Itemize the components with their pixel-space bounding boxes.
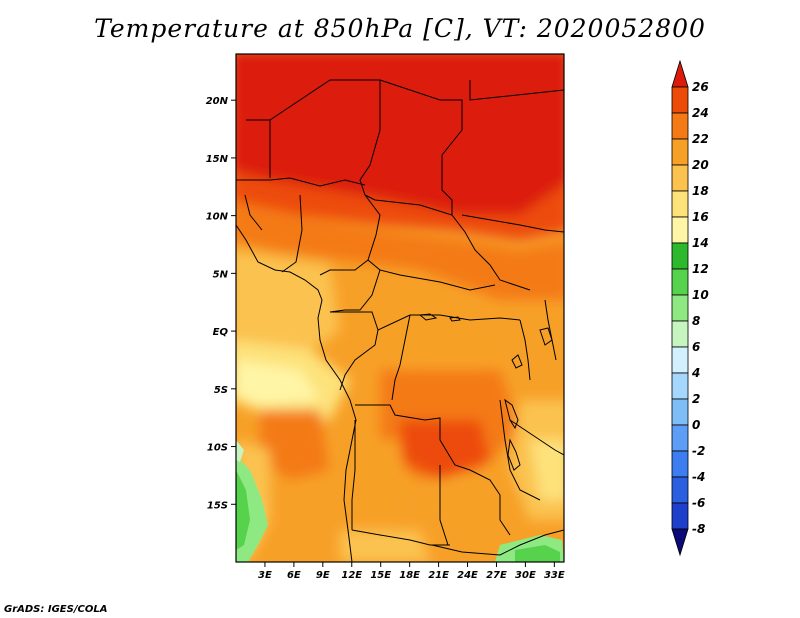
country-borders	[236, 79, 564, 562]
y-tick-label: 5N	[213, 269, 229, 280]
y-tick-label: EQ	[213, 327, 229, 338]
temperature-field	[236, 54, 564, 562]
x-tick-label: 15E	[370, 570, 391, 581]
x-tick-label: 24E	[457, 570, 478, 581]
colorbar-label: 24	[692, 106, 709, 120]
colorbar-label: -2	[692, 444, 705, 458]
map-title: Temperature at 850hPa [C], VT: 202005280…	[94, 14, 706, 43]
colorbar-bin	[671, 346, 689, 374]
colorbar-bin	[671, 502, 689, 530]
x-tick-label: 9E	[316, 570, 330, 581]
y-tick-label: 20N	[206, 96, 229, 107]
x-tick-label: 30E	[515, 570, 536, 581]
longitude-axis: 3E 6E 9E 12E 15E 18E 21E 24E 27E 30E 33E	[258, 562, 565, 581]
colorbar-label: 12	[692, 262, 709, 276]
y-tick-label: 5S	[214, 385, 228, 396]
x-tick-label: 33E	[544, 570, 565, 581]
colorbar-bin	[671, 242, 689, 270]
x-tick-label: 6E	[287, 570, 301, 581]
map-frame	[235, 53, 565, 563]
colorbar-label: -8	[692, 522, 705, 536]
colorbar-bin	[671, 112, 689, 140]
colorbar-label: -4	[692, 470, 705, 484]
x-tick-label: 27E	[486, 570, 507, 581]
colorbar-bin	[671, 450, 689, 478]
colorbar-label: 6	[692, 340, 700, 354]
colorbar-bin	[671, 294, 689, 322]
colorbar-label: 0	[692, 418, 700, 432]
colorbar-bin	[671, 528, 689, 557]
colorbar-bin	[671, 372, 689, 400]
grads-credit: GrADS: IGES/COLA	[4, 604, 108, 615]
x-tick-label: 3E	[258, 570, 272, 581]
colorbar-bin	[671, 164, 689, 192]
y-tick-label: 10N	[206, 212, 229, 223]
colorbar-label: 10	[692, 288, 709, 302]
x-tick-label: 12E	[341, 570, 362, 581]
colorbar-label: 18	[692, 184, 709, 198]
colorbar-bin	[671, 190, 689, 218]
colorbar-label: 14	[692, 236, 709, 250]
x-tick-label: 18E	[399, 570, 420, 581]
x-tick-label: 21E	[428, 570, 449, 581]
colorbar-bin	[671, 138, 689, 166]
latitude-axis: 20N 15N 10N 5N EQ 5S 10S 15S	[206, 96, 236, 511]
y-tick-label: 10S	[207, 443, 228, 454]
colorbar-label: 4	[691, 366, 700, 380]
y-tick-label: 15N	[206, 154, 229, 165]
colorbar-label: -6	[692, 496, 705, 510]
colorbar-bin	[671, 86, 689, 114]
colorbar-bin	[671, 59, 689, 88]
colorbar-bin	[671, 398, 689, 426]
colorbar-bin	[671, 476, 689, 504]
colorbar-label: 16	[692, 210, 709, 224]
colorbar-label: 20	[692, 158, 709, 172]
colorbar-label: 26	[692, 80, 709, 94]
colorbar-bin	[671, 268, 689, 296]
colorbar-label: 2	[692, 392, 700, 406]
colorbar-bin	[671, 216, 689, 244]
y-tick-label: 15S	[207, 500, 228, 511]
colorbar-label: 8	[692, 314, 700, 328]
colorbar-bin	[671, 424, 689, 452]
colorbar-bin	[671, 320, 689, 348]
colorbar-label: 22	[692, 132, 709, 146]
